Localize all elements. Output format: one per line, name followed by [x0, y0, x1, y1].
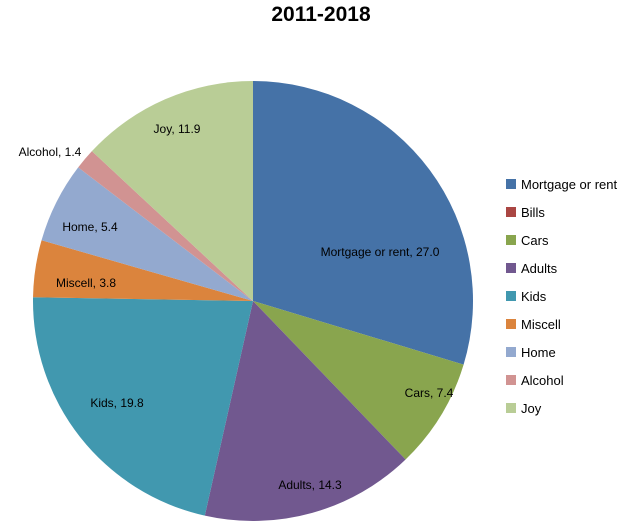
legend-item-alcohol: Alcohol	[506, 366, 617, 394]
pie-slice-alcohol	[78, 151, 253, 301]
pie-slices	[32, 81, 474, 521]
legend-label: Bills	[521, 204, 545, 220]
pie-slice-cars	[253, 301, 464, 460]
legend-item-kids: Kids	[506, 282, 617, 310]
legend-item-adults: Adults	[506, 254, 617, 282]
legend-label: Alcohol	[521, 372, 564, 388]
pie-slice-mortgage-or-rent	[253, 81, 474, 365]
legend-swatch-icon	[506, 179, 516, 189]
legend: Mortgage or rent Bills Cars Adults Kids Misce…	[506, 170, 617, 422]
legend-swatch-icon	[506, 375, 516, 385]
legend-swatch-icon	[506, 403, 516, 413]
legend-item-mortgage-or-rent: Mortgage or rent	[506, 170, 617, 198]
legend-swatch-icon	[506, 347, 516, 357]
legend-swatch-icon	[506, 235, 516, 245]
legend-swatch-icon	[506, 263, 516, 273]
pie-slice-adults	[204, 301, 406, 521]
pie-slice-kids	[32, 297, 254, 516]
legend-item-miscell: Miscell	[506, 310, 617, 338]
legend-label: Kids	[521, 288, 547, 304]
legend-label: Joy	[521, 400, 542, 416]
legend-item-joy: Joy	[506, 394, 617, 422]
legend-swatch-icon	[506, 291, 516, 301]
legend-label: Cars	[521, 232, 549, 248]
legend-item-bills: Bills	[506, 198, 617, 226]
legend-swatch-icon	[506, 207, 516, 217]
pie-slice-miscell	[33, 240, 253, 301]
chart-title: 2011-2018	[271, 3, 371, 26]
legend-label: Mortgage or rent	[521, 176, 618, 192]
pie-slice-home	[41, 167, 253, 301]
legend-swatch-icon	[506, 319, 516, 329]
legend-label: Adults	[521, 260, 558, 276]
pie-slice-joy	[91, 81, 254, 301]
legend-label: Home	[521, 344, 556, 360]
legend-label: Miscell	[521, 316, 561, 332]
legend-item-cars: Cars	[506, 226, 617, 254]
legend-item-home: Home	[506, 338, 617, 366]
